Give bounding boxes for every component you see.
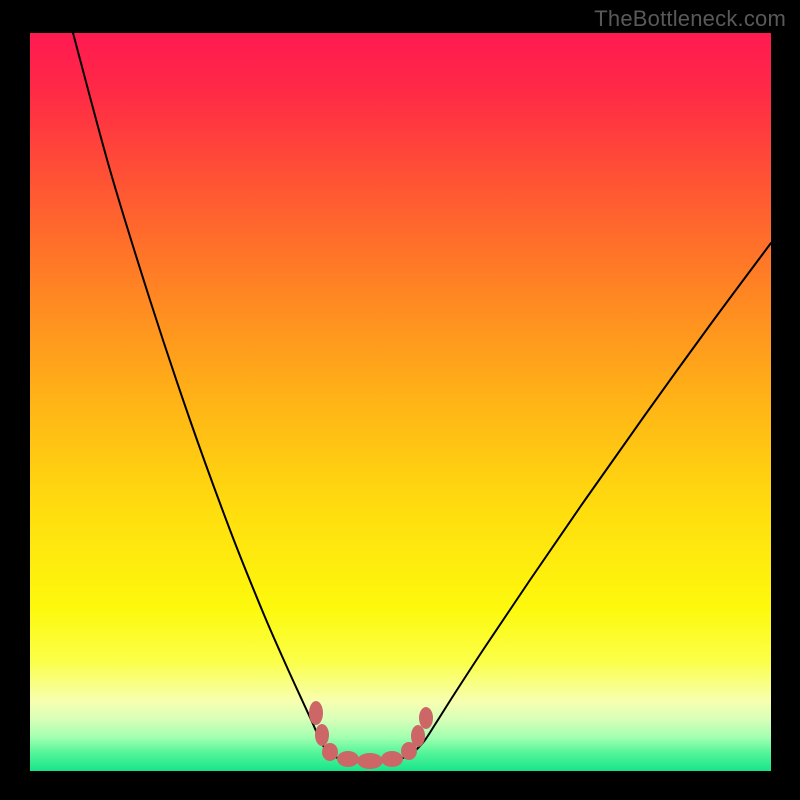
valley-marker: [315, 724, 329, 746]
gradient-background: [30, 33, 771, 771]
valley-marker: [357, 753, 383, 769]
bottleneck-chart-svg: [0, 0, 800, 800]
valley-marker: [381, 751, 403, 767]
valley-marker: [309, 701, 323, 725]
chart-canvas: TheBottleneck.com: [0, 0, 800, 800]
valley-marker: [419, 707, 433, 729]
valley-marker: [337, 751, 359, 767]
valley-marker: [322, 743, 338, 761]
valley-marker: [411, 725, 425, 747]
